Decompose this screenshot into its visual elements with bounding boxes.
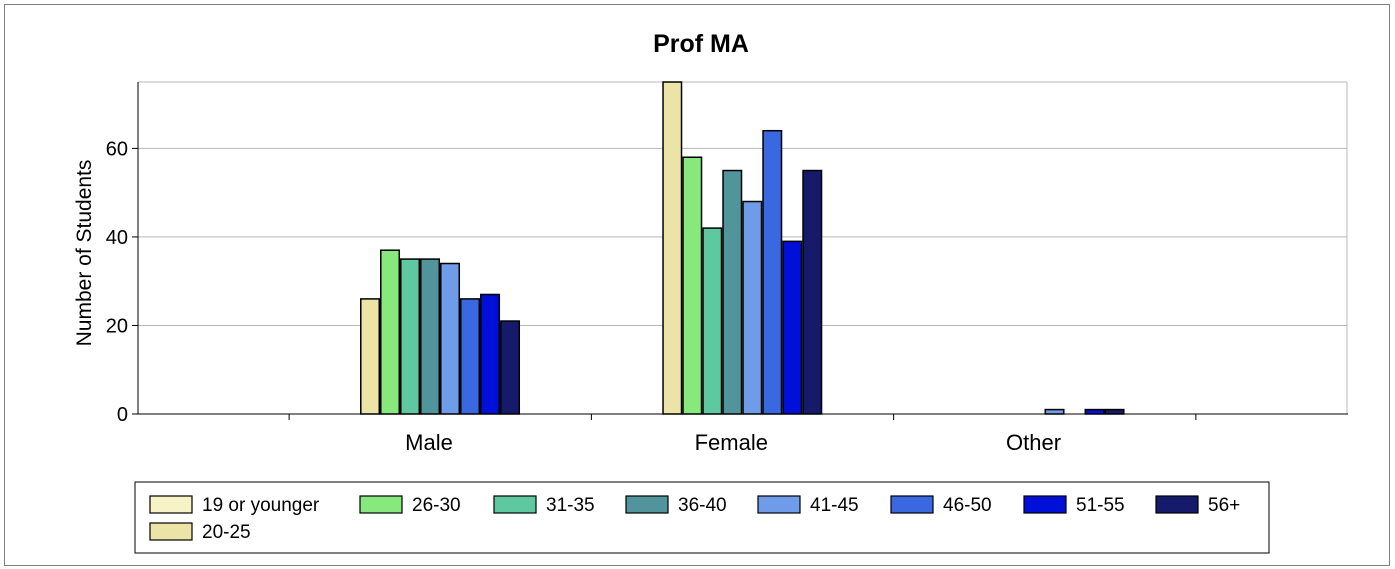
- legend-swatch: [890, 495, 934, 514]
- y-axis-label: Number of Students: [73, 160, 96, 347]
- bar: [802, 169, 823, 415]
- bar: [782, 240, 803, 415]
- legend-label: 51-55: [1076, 495, 1125, 516]
- chart-frame: Prof MA Number of Students 0 20 40 60 Male F…: [4, 4, 1390, 566]
- axes: [132, 82, 1348, 420]
- bar: [682, 156, 703, 415]
- legend: 19 or younger 26-30 31-35 36-40 41-45 46-50 51…: [134, 481, 1270, 554]
- legend-swatch: [625, 495, 669, 514]
- bar: [742, 200, 763, 415]
- legend-label: 56+: [1208, 495, 1240, 516]
- y-tick-label: 20: [106, 315, 128, 337]
- legend-label: 31-35: [546, 495, 595, 516]
- bar: [1104, 408, 1125, 415]
- bar: [440, 262, 461, 415]
- bars: [360, 81, 1125, 415]
- y-tick-label: 40: [106, 227, 128, 249]
- bar: [1044, 408, 1065, 415]
- bar: [360, 298, 381, 415]
- legend-label: 41-45: [810, 495, 859, 516]
- legend-swatch: [149, 495, 193, 514]
- bar: [722, 169, 743, 415]
- category-label: Female: [695, 430, 768, 455]
- bar: [500, 320, 521, 415]
- bar: [1084, 408, 1105, 415]
- bar: [380, 249, 401, 415]
- legend-label: 46-50: [943, 495, 992, 516]
- legend-swatch: [359, 495, 403, 514]
- bar: [400, 258, 421, 415]
- legend-label: 36-40: [678, 495, 727, 516]
- legend-swatch: [493, 495, 537, 514]
- bar: [662, 81, 683, 415]
- bar: [480, 293, 501, 415]
- chart-title: Prof MA: [653, 30, 749, 58]
- legend-swatch: [1155, 495, 1199, 514]
- chart-svg: Prof MA Number of Students 0 20 40 60 Male F…: [73, 30, 1348, 554]
- y-tick-label: 0: [117, 404, 128, 426]
- legend-label: 26-30: [412, 495, 461, 516]
- legend-swatch: [1023, 495, 1067, 514]
- category-labels: Male Female Other: [405, 430, 1061, 455]
- category-label: Male: [405, 430, 453, 455]
- legend-label: 19 or younger: [202, 495, 320, 516]
- bar: [762, 129, 783, 415]
- y-tick-label: 60: [106, 138, 128, 160]
- legend-swatch: [757, 495, 801, 514]
- legend-swatch: [149, 522, 193, 541]
- bar: [702, 227, 723, 415]
- tick-labels: 0 20 40 60: [106, 138, 128, 426]
- bar: [460, 298, 481, 415]
- legend-box: [134, 481, 1270, 554]
- legend-label: 20-25: [202, 522, 251, 543]
- bar: [420, 258, 441, 415]
- category-label: Other: [1006, 430, 1061, 455]
